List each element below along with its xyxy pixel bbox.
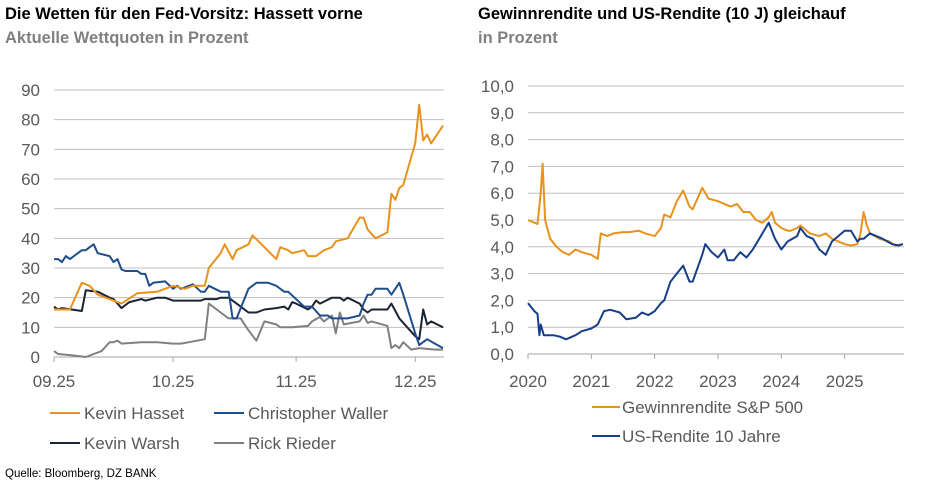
left-series-line-0 [54,103,444,311]
left-chart-title: Die Wetten für den Fed-Vorsitz: Hassett … [5,5,363,23]
left-x-tick-label: 12.25 [394,372,437,391]
left-y-tick-label: 10 [21,318,40,337]
right-y-tick-label: 0,0 [490,345,514,364]
left-legend-label: Christopher Waller [248,404,388,423]
left-legend-label: Kevin Hasset [84,404,184,423]
right-chart-subtitle: in Prozent [478,29,558,47]
right-legend-label: US-Rendite 10 Jahre [622,427,781,446]
right-x-tick-label: 2020 [509,372,547,391]
right-y-tick-label: 2,0 [490,291,514,310]
right-y-tick-label: 3,0 [490,265,514,284]
right-y-tick-label: 9,0 [490,104,514,123]
left-chart-subtitle: Aktuelle Wettquoten in Prozent [5,29,249,47]
right-y-tick-label: 6,0 [490,184,514,203]
left-series-line-1 [54,243,444,349]
right-series-line-0 [527,162,904,260]
right-x-tick-label: 2024 [762,372,800,391]
right-x-tick-label: 2021 [572,372,610,391]
right-y-tick-label: 5,0 [490,211,514,230]
left-y-tick-label: 60 [21,170,40,189]
left-y-tick-label: 40 [21,229,40,248]
left-y-tick-label: 70 [21,140,40,159]
right-x-tick-label: 2025 [826,372,864,391]
left-y-tick-label: 30 [21,259,40,278]
right-legend-label: Gewinnrendite S&P 500 [622,398,803,417]
left-x-tick-label: 09.25 [33,372,76,391]
left-y-tick-label: 90 [21,81,40,100]
left-y-tick-label: 80 [21,111,40,130]
left-y-tick-label: 20 [21,289,40,308]
left-y-tick-label: 0 [31,348,40,367]
right-y-tick-label: 4,0 [490,238,514,257]
left-x-tick-label: 11.25 [275,372,316,391]
left-series-line-2 [53,289,444,341]
right-y-tick-label: 10,0 [481,77,514,96]
right-chart-title: Gewinnrendite und US-Rendite (10 J) glei… [478,5,846,23]
right-y-tick-label: 1,0 [490,318,514,337]
source-note: Quelle: Bloomberg, DZ BANK [5,468,157,480]
right-x-tick-label: 2023 [699,372,737,391]
left-legend-label: Kevin Warsh [84,434,180,453]
right-y-tick-label: 7,0 [490,157,514,176]
left-y-tick-label: 50 [21,200,40,219]
right-series-line-1 [527,221,904,341]
left-x-tick-label: 10.25 [152,372,195,391]
left-legend-label: Rick Rieder [248,434,336,453]
right-y-tick-label: 8,0 [490,131,514,150]
right-x-tick-label: 2022 [636,372,674,391]
left-series-line-3 [53,302,443,358]
